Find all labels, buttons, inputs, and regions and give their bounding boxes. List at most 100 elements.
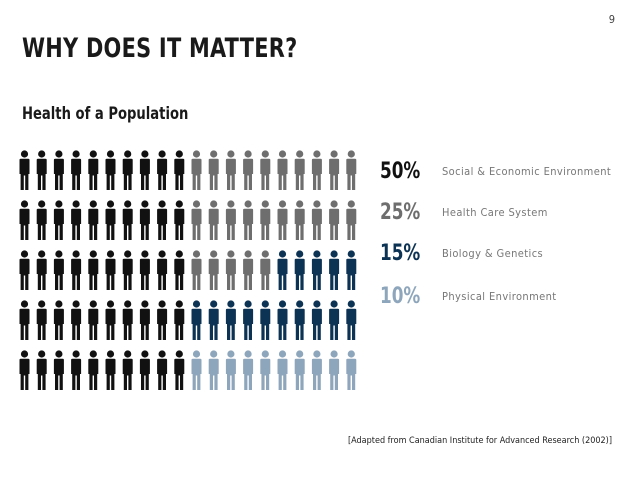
person-icon-social [105,250,116,290]
person-icon-health-care [277,200,288,240]
person-icon-health-care [243,150,254,190]
person-icon-social [19,250,30,290]
person-icon-health-care [346,200,357,240]
legend-percent-health-care: 25% [380,199,421,225]
person-icon-social [71,350,82,390]
source-citation: [Adapted from Canadian Institute for Adv… [348,436,612,446]
person-icon-physical [329,350,340,390]
person-icon-social [36,150,47,190]
slide-number: 9 [608,13,615,26]
person-icon-biology [329,300,340,340]
chart-subtitle: Health of a Population [22,104,189,124]
person-icon-social [36,250,47,290]
person-icon-physical [225,350,236,390]
person-icon-biology [243,300,254,340]
person-icon-social [139,350,150,390]
person-icon-health-care [191,150,202,190]
person-icon-physical [191,350,202,390]
person-icon-social [88,150,99,190]
person-icon-social [122,250,133,290]
person-icon-social [122,350,133,390]
person-icon-biology [346,300,357,340]
legend-label-biology: Biology & Genetics [442,246,544,260]
person-icon-physical [346,350,357,390]
legend-item-biology: 15% Biology & Genetics [380,238,543,268]
person-icon-social [157,350,168,390]
legend-percent-biology: 15% [380,240,421,266]
person-icon-health-care [329,150,340,190]
person-icon-health-care [191,200,202,240]
person-icon-biology [294,250,305,290]
person-icon-social [19,150,30,190]
person-icon-health-care [346,150,357,190]
person-icon-biology [260,300,271,340]
person-icon-biology [294,300,305,340]
person-icon-social [88,300,99,340]
person-icon-social [71,300,82,340]
person-icon-social [157,150,168,190]
legend-label-health-care: Health Care System [442,205,548,219]
person-icon-physical [311,350,322,390]
person-icon-social [71,200,82,240]
person-icon-social [122,150,133,190]
person-icon-social [139,200,150,240]
person-icon-health-care [225,250,236,290]
person-icon-biology [277,300,288,340]
person-icon-physical [260,350,271,390]
population-pictograph [19,150,357,390]
person-icon-social [71,150,82,190]
person-icon-social [105,150,116,190]
person-icon-social [53,300,64,340]
person-icon-social [88,250,99,290]
person-icon-social [174,350,185,390]
legend-item-social: 50% Social & Economic Environment [380,156,611,186]
person-icon-biology [191,300,202,340]
person-icon-social [71,250,82,290]
person-icon-social [53,350,64,390]
person-icon-physical [243,350,254,390]
person-icon-social [36,200,47,240]
person-icon-health-care [277,150,288,190]
person-icon-social [88,200,99,240]
person-icon-physical [277,350,288,390]
person-icon-health-care [294,150,305,190]
person-icon-biology [277,250,288,290]
person-icon-social [19,200,30,240]
person-icon-biology [208,300,219,340]
legend-label-social: Social & Economic Environment [442,164,612,178]
person-icon-health-care [294,200,305,240]
person-icon-social [122,200,133,240]
person-icon-social [139,300,150,340]
person-icon-social [53,150,64,190]
person-icon-health-care [260,250,271,290]
person-icon-social [19,300,30,340]
person-icon-social [174,200,185,240]
person-icon-health-care [311,200,322,240]
person-icon-health-care [260,200,271,240]
person-icon-biology [329,250,340,290]
person-icon-social [157,300,168,340]
person-icon-social [105,200,116,240]
person-icon-health-care [243,250,254,290]
person-icon-social [105,300,116,340]
legend-item-health-care: 25% Health Care System [380,197,548,227]
person-icon-health-care [208,250,219,290]
legend-percent-social: 50% [380,158,421,184]
person-icon-social [53,250,64,290]
person-icon-biology [346,250,357,290]
legend-percent-physical: 10% [380,283,421,309]
person-icon-health-care [208,150,219,190]
person-icon-social [105,350,116,390]
person-icon-social [36,350,47,390]
person-icon-social [157,200,168,240]
person-icon-biology [311,250,322,290]
person-icon-health-care [208,200,219,240]
person-icon-social [139,250,150,290]
person-icon-social [19,350,30,390]
legend-label-physical: Physical Environment [442,289,557,303]
person-icon-health-care [329,200,340,240]
person-icon-physical [208,350,219,390]
person-icon-social [88,350,99,390]
person-icon-health-care [225,150,236,190]
person-icon-social [157,250,168,290]
